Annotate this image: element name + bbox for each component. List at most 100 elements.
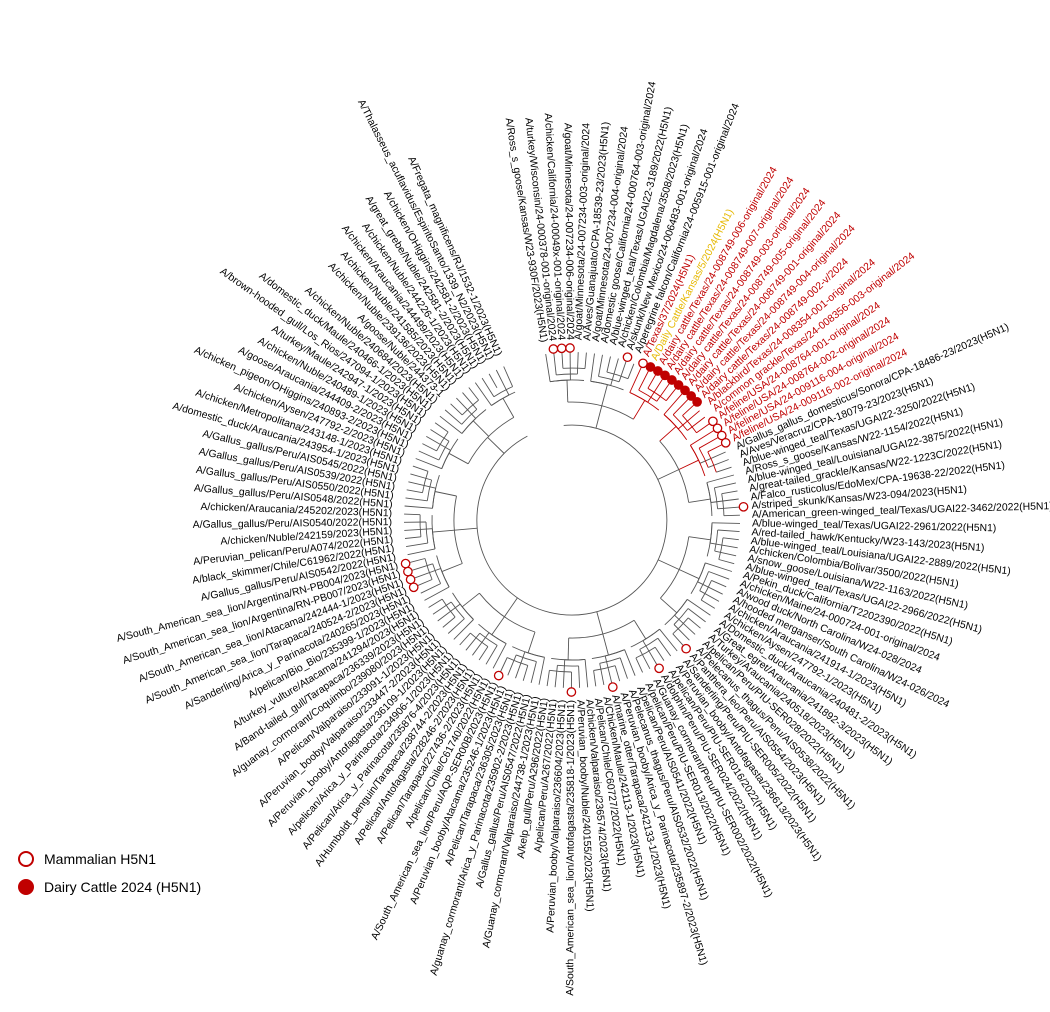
branch (696, 423, 710, 434)
branch-arc (557, 664, 579, 667)
legend: Mammalian H5N1 Dairy Cattle 2024 (H5N1) (18, 848, 278, 908)
branch (553, 352, 557, 375)
mammalian-marker (712, 423, 723, 434)
mammalian-marker (403, 566, 413, 577)
leaf-label: A/Gallus_gallus/Peru/AIS0540/2022(H5N1) (193, 517, 392, 531)
mammalian-marker (638, 358, 648, 369)
branch (515, 651, 526, 679)
branch-arc (441, 438, 459, 469)
branch-arc (550, 379, 585, 383)
branch (406, 489, 423, 494)
branch (411, 563, 433, 571)
branch (495, 369, 510, 396)
branch (627, 363, 635, 379)
branch-arc (424, 558, 433, 580)
mammalian-marker (548, 344, 559, 354)
branch-arc (706, 522, 713, 557)
branch-arc (461, 399, 479, 416)
branch-arc (425, 521, 429, 544)
branch (660, 597, 678, 614)
branch-arc (590, 380, 624, 391)
branch (418, 450, 440, 461)
branch-arc (721, 493, 725, 516)
branch (404, 536, 421, 539)
branch (656, 383, 670, 402)
branch (522, 665, 529, 681)
branch (654, 646, 665, 661)
branch (488, 373, 498, 389)
branch-arc (493, 386, 513, 398)
branch (546, 670, 550, 687)
branch (658, 559, 680, 570)
branch (584, 352, 587, 369)
branch (673, 624, 690, 641)
branch (678, 569, 700, 580)
branch (499, 657, 508, 673)
branch-arc (660, 536, 690, 599)
branch-arc (718, 537, 724, 560)
branch (405, 497, 428, 502)
branch (723, 514, 740, 517)
dairy-cattle-marker (680, 385, 690, 396)
branch (485, 645, 498, 665)
branch (708, 459, 729, 468)
branch-arc (476, 424, 668, 616)
branch (462, 392, 478, 410)
branch-arc (479, 592, 536, 633)
branch (672, 398, 689, 416)
branch-arc (507, 657, 528, 666)
branch (430, 429, 450, 442)
open-circle-icon (18, 851, 34, 867)
branch (700, 599, 716, 609)
branch (635, 657, 644, 673)
branch-arc (516, 654, 537, 663)
branch (408, 481, 436, 489)
branch-arc (713, 487, 719, 509)
branch (545, 354, 551, 382)
branch (674, 614, 696, 635)
branch (468, 387, 479, 401)
branch-arc (714, 529, 719, 552)
branch (507, 654, 517, 676)
branch-arc (606, 371, 629, 380)
branch (417, 579, 433, 587)
branch (601, 384, 608, 406)
branch (487, 437, 505, 454)
branch (687, 617, 701, 629)
leaf-label: A/South_American_sea_lion/Antofagasta/23… (565, 700, 577, 996)
branch (610, 358, 619, 386)
mammalian-marker (607, 682, 618, 692)
mammalian-marker (708, 416, 718, 427)
branch (663, 393, 683, 415)
branch (718, 559, 735, 565)
branch-arc (672, 617, 689, 635)
branch (678, 459, 699, 471)
branch (492, 643, 507, 669)
branch-arc (441, 598, 456, 618)
branch (678, 410, 700, 430)
branch (410, 473, 432, 481)
branch (633, 400, 646, 420)
dairy-cattle-marker (667, 375, 677, 385)
branch (710, 542, 738, 549)
branch (412, 465, 429, 472)
branch (602, 633, 609, 656)
branch (639, 649, 651, 670)
branch (665, 387, 677, 401)
branch-arc (422, 471, 429, 493)
branch (657, 469, 679, 480)
branch (599, 663, 605, 685)
branch-arc (629, 392, 660, 411)
branch (461, 592, 480, 608)
branch-arc (673, 608, 689, 625)
legend-item-mammalian: Mammalian H5N1 (18, 848, 156, 870)
legend-label-mammalian: Mammalian H5N1 (44, 851, 157, 867)
branch (614, 665, 621, 682)
branch (659, 628, 678, 652)
branch (697, 581, 723, 595)
branch (472, 632, 490, 656)
branch (414, 568, 441, 579)
branch-arc (479, 632, 498, 646)
branch (633, 620, 647, 640)
